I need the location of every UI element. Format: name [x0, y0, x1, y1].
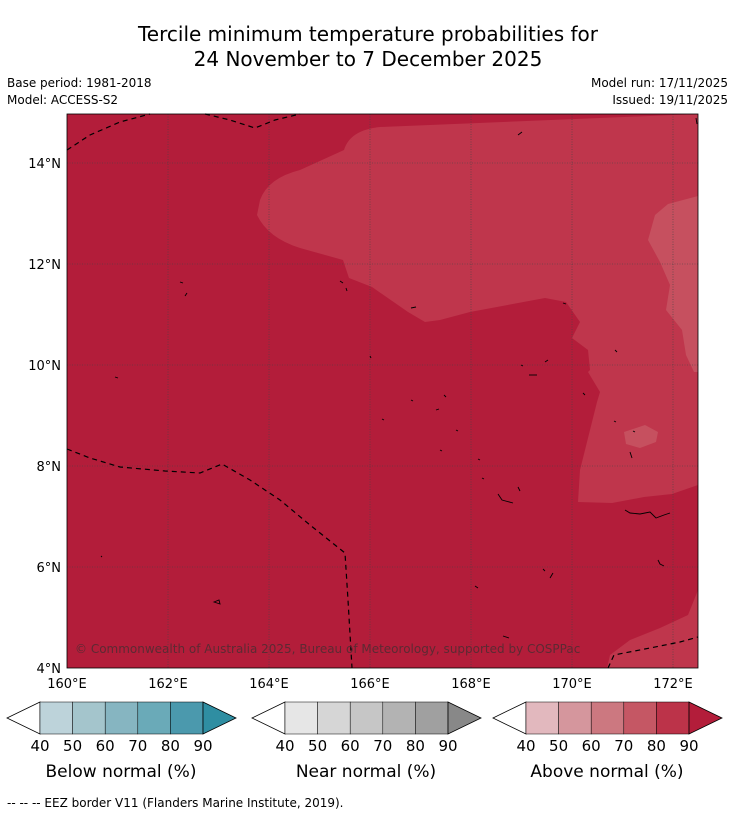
colorbar-tick-label: 60 [96, 737, 115, 755]
islands [100, 117, 698, 639]
colorbar-segment [317, 701, 351, 735]
colorbar-extend-high [447, 701, 482, 735]
meta-left: Base period: 1981-2018 Model: ACCESS-S2 [7, 75, 152, 109]
lat-label: 14°N [28, 157, 61, 172]
region-above-70-80 [257, 114, 698, 668]
colorbar-segment [72, 701, 106, 735]
colorbar-segment [349, 701, 384, 735]
lat-label: 4°N [37, 662, 62, 677]
colorbar-segment [104, 701, 139, 735]
colorbar-segment [284, 701, 318, 735]
colorbar-tick-label: 40 [30, 737, 49, 755]
colorbar-extend-low [6, 701, 41, 735]
lat-label: 12°N [28, 258, 61, 273]
colorbar-tick-label: 70 [614, 737, 633, 755]
colorbar-segment [170, 701, 204, 735]
colorbar-segment [656, 701, 690, 735]
lon-label: 166°E [350, 677, 390, 692]
colorbar-title-above: Above normal (%) [530, 762, 684, 782]
colorbar-segment [525, 701, 559, 735]
eez-footnote: -- -- -- EEZ border V11 (Flanders Marine… [7, 796, 344, 810]
colorbar-below: 40 50 60 70 80 90 [6, 701, 237, 755]
colorbar-tick-label: 90 [193, 737, 212, 755]
lat-axis: 14°N 12°N 10°N 8°N 6°N 4°N [28, 157, 61, 677]
colorbar-segment [623, 701, 657, 735]
eez-borders [66, 113, 699, 669]
issued-date: Issued: 19/11/2025 [612, 93, 728, 107]
lon-label: 164°E [249, 677, 289, 692]
lat-label: 8°N [37, 460, 62, 475]
lon-label: 172°E [653, 677, 693, 692]
colorbars: 40 50 60 70 80 90 40 50 60 70 80 90 40 50 60 70 80 90 [6, 701, 723, 755]
lon-label: 160°E [47, 677, 87, 692]
base-period: Base period: 1981-2018 [7, 76, 152, 90]
colorbar-tick-label: 50 [63, 737, 82, 755]
title-line-2: 24 November to 7 December 2025 [193, 47, 543, 71]
colorbar-tick-label: 40 [516, 737, 535, 755]
gridlines [67, 114, 698, 668]
colorbar-tick-label: 50 [308, 737, 327, 755]
colorbar-near: 40 50 60 70 80 90 [251, 701, 482, 755]
model-name: Model: ACCESS-S2 [7, 93, 119, 107]
colorbar-tick-label: 90 [438, 737, 457, 755]
colorbar-segment [415, 701, 449, 735]
colorbar-tick-label: 70 [128, 737, 147, 755]
colorbar-tick-label: 80 [406, 737, 425, 755]
colorbar-tick-label: 40 [275, 737, 294, 755]
colorbar-segment [137, 701, 171, 735]
colorbar-extend-high [688, 701, 723, 735]
colorbar-title-below: Below normal (%) [45, 762, 197, 782]
copyright-text: © Commonwealth of Australia 2025, Bureau… [75, 642, 580, 656]
map-title: Tercile minimum temperature probabilitie… [0, 22, 736, 72]
colorbar-extend-low [251, 701, 286, 735]
lat-label: 6°N [37, 561, 62, 576]
region-above-60-70-patch [624, 425, 658, 448]
lat-label: 10°N [28, 359, 61, 374]
colorbar-extend-high [202, 701, 237, 735]
colorbar-segment [590, 701, 625, 735]
colorbar-segment [382, 701, 416, 735]
colorbar-tick-label: 90 [679, 737, 698, 755]
colorbar-title-near: Near normal (%) [295, 762, 437, 782]
meta-right: Model run: 17/11/2025 Issued: 19/11/2025 [591, 75, 728, 109]
colorbar-segment [39, 701, 73, 735]
title-line-1: Tercile minimum temperature probabilitie… [137, 22, 599, 46]
colorbar-tick-label: 60 [341, 737, 360, 755]
colorbar-tick-label: 50 [549, 737, 568, 755]
colorbar-tick-label: 60 [582, 737, 601, 755]
map-frame [66, 113, 699, 669]
lon-axis: 160°E 162°E 164°E 166°E 168°E 170°E 172°… [47, 677, 693, 692]
lon-label: 168°E [451, 677, 491, 692]
colorbar-tick-label: 80 [647, 737, 666, 755]
colorbar-segment [558, 701, 592, 735]
lon-label: 170°E [552, 677, 592, 692]
model-run: Model run: 17/11/2025 [590, 76, 728, 90]
colorbar-tick-label: 80 [161, 737, 180, 755]
colorbar-tick-label: 70 [373, 737, 392, 755]
colorbar-above: 40 50 60 70 80 90 [492, 701, 723, 755]
colorbar-extend-low [492, 701, 527, 735]
lon-label: 162°E [148, 677, 188, 692]
